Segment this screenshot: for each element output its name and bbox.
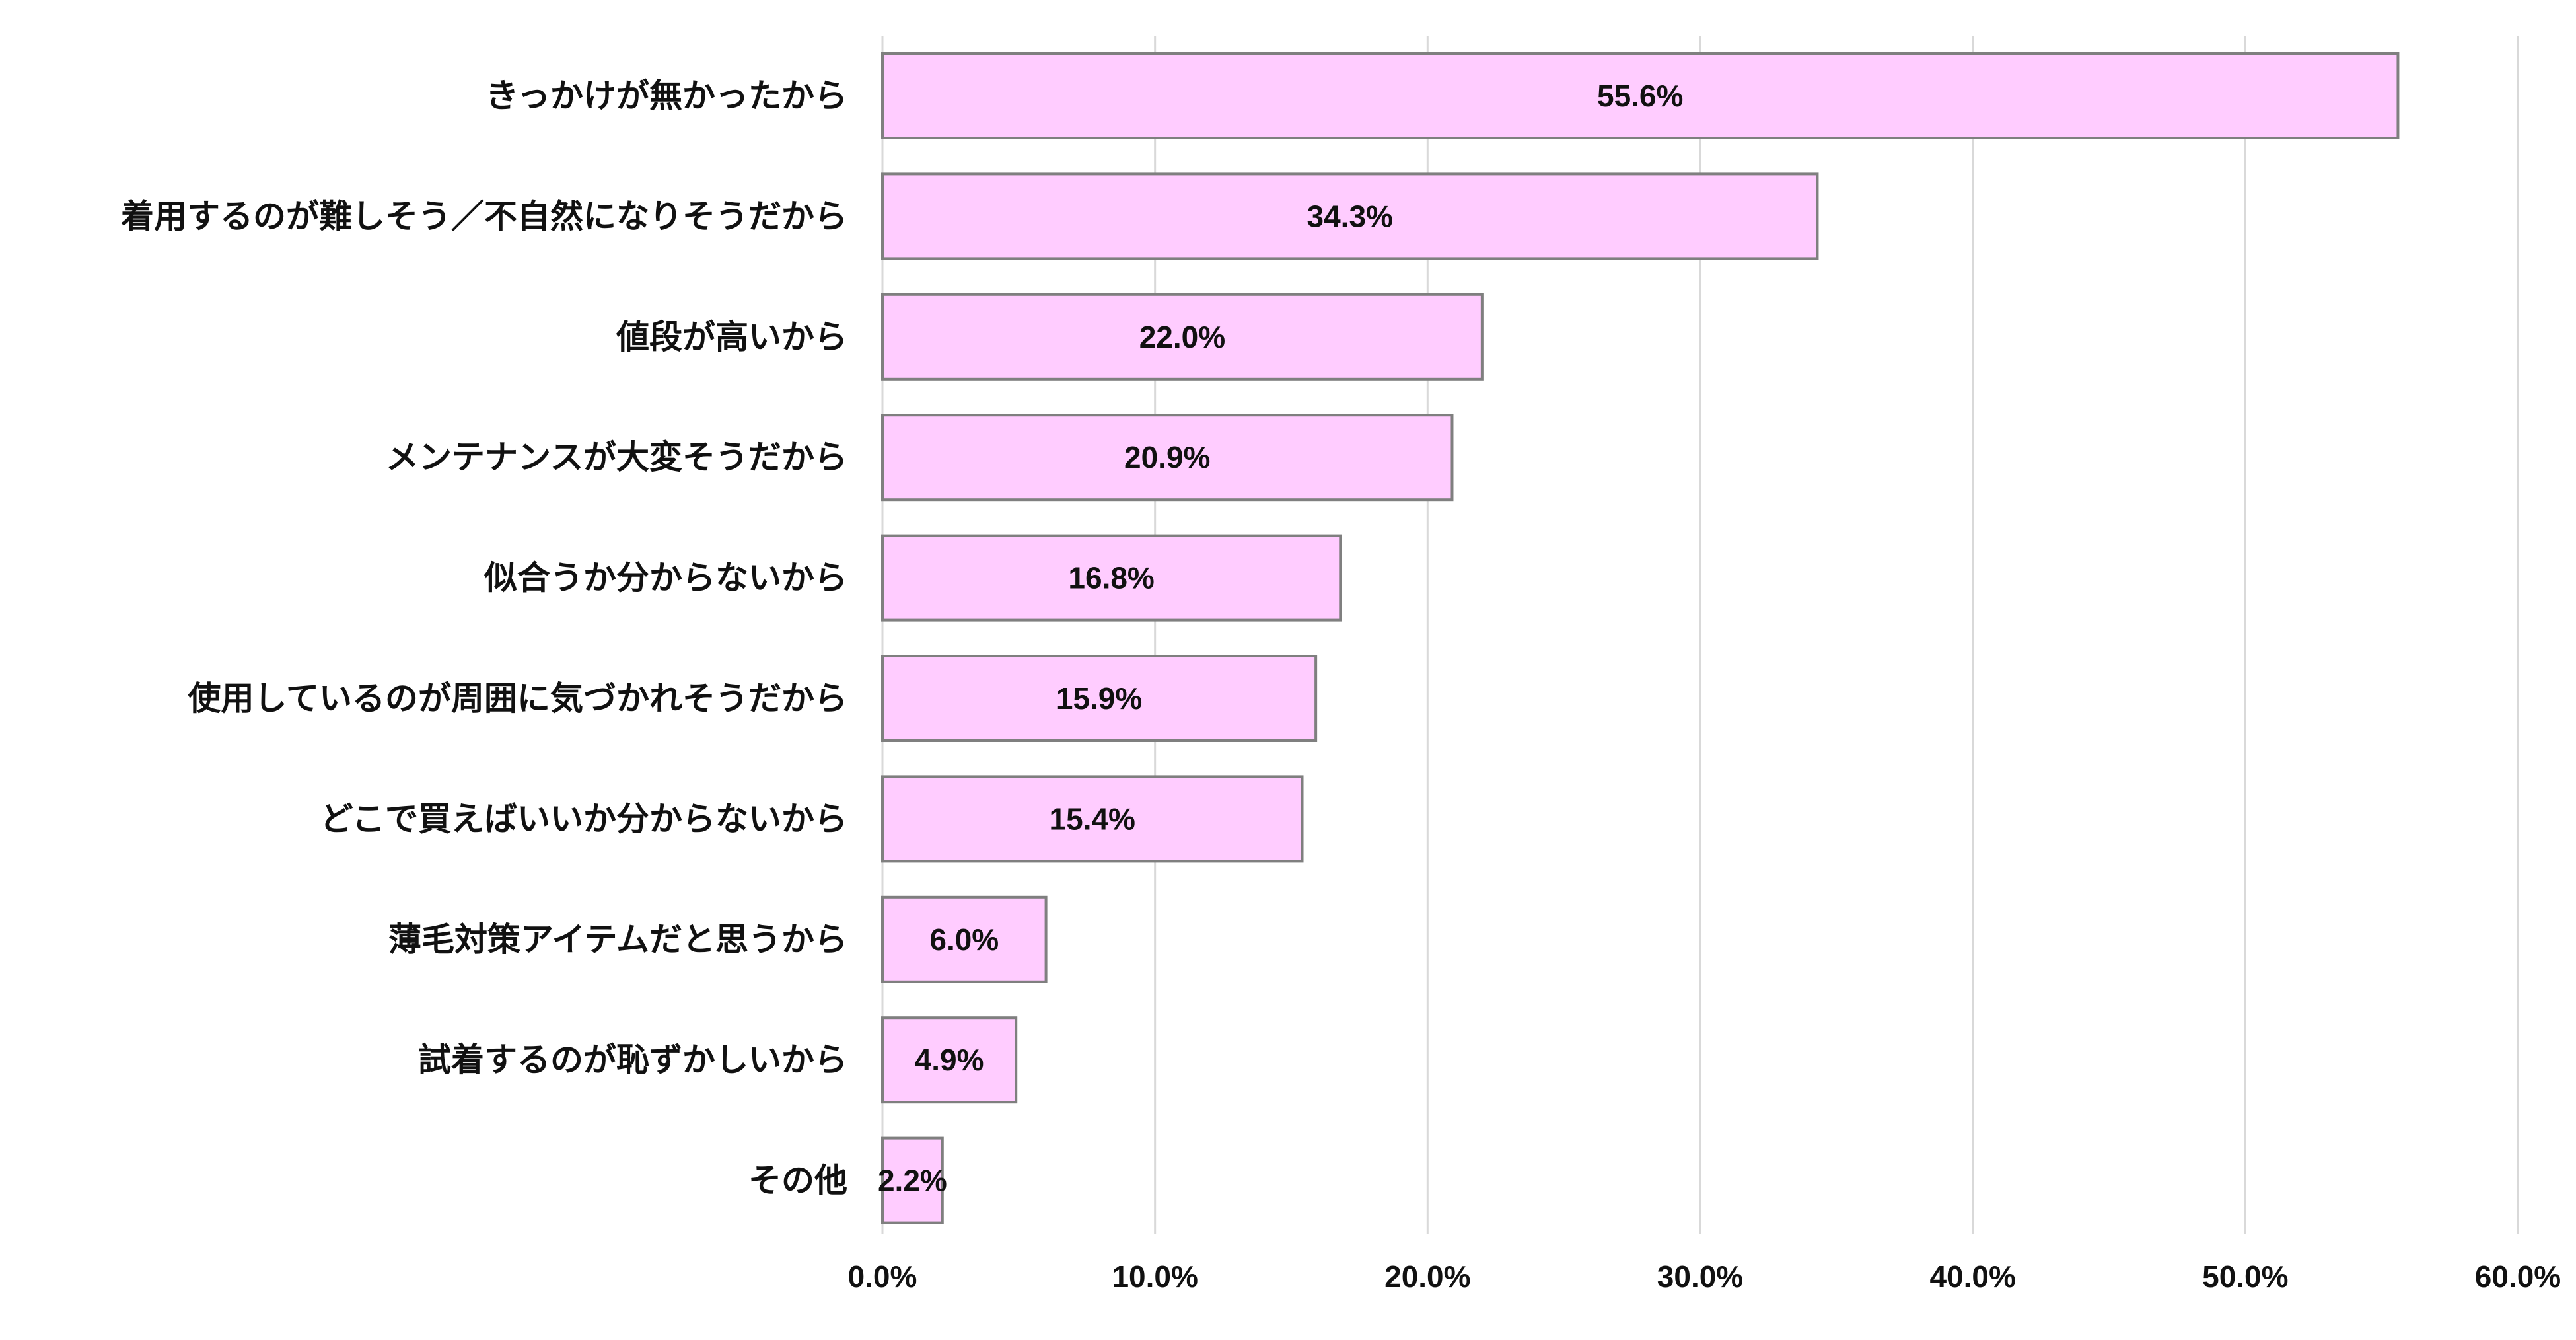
category-labels: きっかけが無かったから着用するのが難しそう／不自然になりそうだから値段が高いから… xyxy=(121,77,847,1200)
data-label: 6.0% xyxy=(929,922,999,957)
data-label: 22.0% xyxy=(1139,320,1225,354)
bar xyxy=(881,895,1048,983)
data-label: 15.9% xyxy=(1056,681,1142,716)
bar xyxy=(881,655,1318,742)
category-label: 使用しているのが周囲に気づかれそうだから xyxy=(188,679,848,718)
x-tick-label: 60.0% xyxy=(2475,1259,2561,1294)
x-tick-label: 40.0% xyxy=(1929,1259,2015,1294)
x-axis-tick-labels: 0.0% 10.0% 20.0% 30.0% 40.0% 50.0% 60.0% xyxy=(848,1259,2561,1294)
data-label: 15.4% xyxy=(1050,801,1135,836)
bar xyxy=(881,414,1454,502)
bar xyxy=(881,293,1484,381)
category-label: どこで買えばいいか分からないから xyxy=(320,800,848,838)
bars xyxy=(881,52,2400,1224)
data-label: 34.3% xyxy=(1307,199,1393,233)
data-label: 16.8% xyxy=(1068,561,1154,595)
bar xyxy=(881,534,1342,622)
data-label: 20.9% xyxy=(1124,440,1210,474)
category-label: 試着するのが恥ずかしいから xyxy=(418,1041,847,1079)
data-labels: 55.6% 34.3% 22.0% 20.9% 16.8% 15.9% 15.4% 6.0% 4… xyxy=(878,79,1683,1198)
x-tick-label: 0.0% xyxy=(848,1259,917,1294)
data-label: 4.9% xyxy=(915,1043,984,1077)
bar xyxy=(881,775,1304,863)
category-label: 似合うか分からないから xyxy=(483,559,847,597)
bar xyxy=(881,172,1819,260)
data-label: 2.2% xyxy=(878,1164,947,1198)
x-tick-label: 10.0% xyxy=(1112,1259,1198,1294)
category-label: きっかけが無かったから xyxy=(485,77,847,115)
x-tick-label: 20.0% xyxy=(1384,1259,1470,1294)
category-label: その他 xyxy=(748,1162,847,1200)
bar xyxy=(881,1136,944,1224)
bar xyxy=(881,1016,1018,1104)
category-label: 着用するのが難しそう／不自然になりそうだから xyxy=(121,197,847,235)
category-label: 値段が高いから xyxy=(616,318,847,356)
category-label: メンテナンスが大変そうだから xyxy=(386,438,847,476)
x-tick-label: 50.0% xyxy=(2202,1259,2288,1294)
data-label: 55.6% xyxy=(1597,79,1683,113)
bar xyxy=(881,52,2400,139)
x-tick-label: 30.0% xyxy=(1657,1259,1743,1294)
category-label: 薄毛対策アイテムだと思うから xyxy=(388,920,847,959)
